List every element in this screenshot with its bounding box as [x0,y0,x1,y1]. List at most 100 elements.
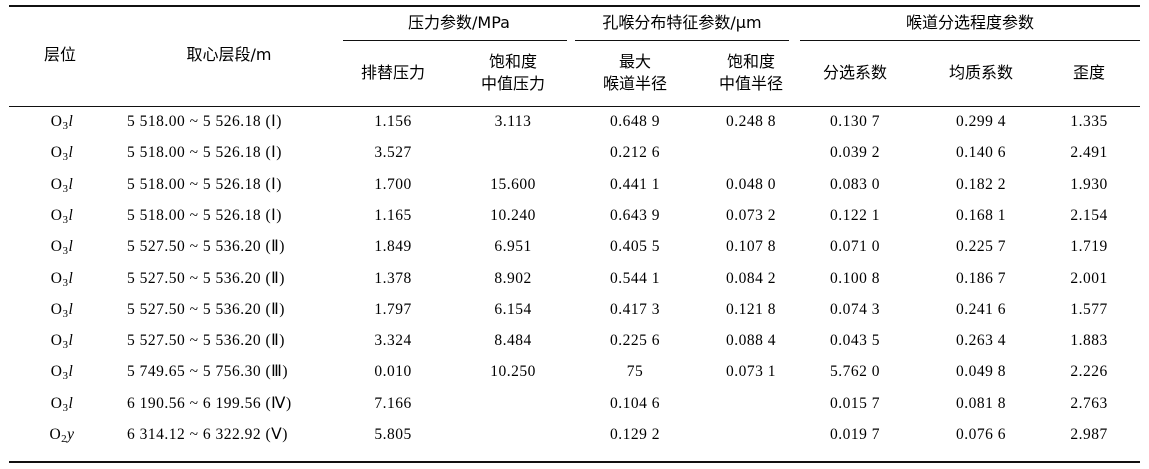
table-row: O3l 5 518.00 ~ 5 526.18 (Ⅰ) 1.700 15.600 0.4… [9,170,1140,199]
max-throat-radius-cell: 0.225 6 [610,332,660,350]
layer-cell: O3l [29,170,95,199]
homogeneity-coefficient-cell: 0.049 8 [956,363,1006,381]
header-max-throat-line1: 最大 [618,52,651,71]
layer-subscript: 3 [62,307,69,320]
depth-interval-cell: 5 749.65 ~ 5 756.30 (Ⅲ) [127,363,289,381]
layer-base: O [50,113,63,130]
max-throat-radius-cell: 0.643 9 [610,206,660,224]
depth-interval-cell: 5 518.00 ~ 5 526.18 (Ⅰ) [127,175,282,193]
homogeneity-coefficient-cell: 0.186 7 [956,269,1006,287]
header-group-pressure: 压力参数/MPa [408,13,510,32]
header-homogeneity-coefficient: 均质系数 [948,63,1013,82]
depth-interval-cell: 5 527.50 ~ 5 536.20 (Ⅱ) [127,332,285,350]
layer-suffix: l [68,206,74,224]
sat-median-pressure-cell: 6.154 [494,300,532,318]
depth-interval-cell: 5 518.00 ~ 5 526.18 (Ⅰ) [127,206,282,224]
depth-interval-cell: 6 314.12 ~ 6 322.92 (Ⅴ) [127,426,288,443]
layer-cell: O3l [29,295,95,324]
header-bottom-rule [9,106,1140,107]
depth-interval-cell: 5 518.00 ~ 5 526.18 (Ⅰ) [127,113,282,130]
sat-median-pressure-cell [453,138,573,167]
layer-subscript: 3 [62,151,69,164]
layer-suffix: l [68,363,74,381]
layer-cell: O3l [29,138,95,167]
max-throat-radius-cell: 75 [626,363,644,381]
homogeneity-coefficient-cell: 0.076 6 [956,426,1006,443]
layer-cell: O3l [29,389,95,418]
table-row: O3l 5 527.50 ~ 5 536.20 (Ⅱ) 1.849 6.951 0.40… [9,232,1140,261]
sat-median-pressure-cell [453,420,573,449]
layer-suffix: l [68,394,74,412]
header-depth: 取心层段/m [186,45,272,64]
sat-median-pressure-cell: 8.484 [494,332,532,350]
sat-median-radius-cell: 0.084 2 [726,269,776,287]
layer-subscript: 3 [62,370,69,383]
sorting-coefficient-cell: 0.074 3 [830,300,880,318]
layer-subscript: 2 [61,433,68,445]
layer-base: O [50,144,63,162]
layer-suffix: l [68,113,74,130]
displacement-pressure-cell: 1.156 [374,113,412,130]
sat-median-radius-cell [697,389,805,418]
header-displacement-pressure: 排替压力 [360,63,425,82]
layer-base: O [50,300,63,318]
layer-suffix: l [68,144,74,162]
layer-subscript: 3 [62,182,69,195]
sat-median-pressure-cell: 15.600 [490,175,536,193]
sat-median-pressure-cell: 8.902 [494,269,532,287]
max-throat-radius-cell: 0.417 3 [610,300,660,318]
layer-subscript: 3 [62,276,69,289]
layer-base: O [50,175,63,193]
layer-subscript: 3 [62,401,69,414]
layer-subscript: 3 [62,245,69,258]
depth-interval-cell: 5 527.50 ~ 5 536.20 (Ⅱ) [127,300,285,318]
displacement-pressure-cell: 3.324 [374,332,412,350]
skewness-cell: 1.883 [1070,332,1108,350]
displacement-pressure-cell: 1.797 [374,300,412,318]
table-row: O3l 6 190.56 ~ 6 199.56 (Ⅳ) 7.166 0.104 6 0.… [9,389,1140,418]
sorting-coefficient-cell: 0.019 7 [830,426,880,443]
header-sat-median-pressure-line1: 饱和度 [488,52,537,71]
homogeneity-coefficient-cell: 0.241 6 [956,300,1006,318]
sat-median-radius-cell: 0.121 8 [726,300,776,318]
homogeneity-coefficient-cell: 0.263 4 [956,332,1006,350]
skewness-cell: 2.154 [1070,206,1108,224]
sat-median-radius-cell: 0.107 8 [726,238,776,256]
skewness-cell: 1.577 [1070,300,1108,318]
depth-interval-cell: 5 527.50 ~ 5 536.20 (Ⅱ) [127,269,285,287]
sorting-coefficient-cell: 0.015 7 [830,394,880,412]
depth-interval-cell: 5 527.50 ~ 5 536.20 (Ⅱ) [127,238,285,256]
sat-median-radius-cell: 0.073 1 [726,363,776,381]
sat-median-pressure-cell: 10.250 [490,363,536,381]
layer-cell: O3l [29,107,95,136]
displacement-pressure-cell: 7.166 [374,394,412,412]
max-throat-radius-cell: 0.544 1 [610,269,660,287]
table-row: O3l 5 527.50 ~ 5 536.20 (Ⅱ) 1.797 6.154 0.41… [9,295,1140,324]
table-row: O3l 5 527.50 ~ 5 536.20 (Ⅱ) 1.378 8.902 0.54… [9,264,1140,293]
pressure-group-rule [343,40,567,41]
layer-base: O [49,426,62,443]
layer-suffix: l [68,175,74,193]
table-row: O3l 5 749.65 ~ 5 756.30 (Ⅲ) 0.010 10.250 75 0… [9,357,1140,386]
header-sorting-coefficient: 分选系数 [822,63,887,82]
layer-suffix: l [68,269,74,287]
max-throat-radius-cell: 0.648 9 [610,113,660,130]
skewness-cell: 1.930 [1070,175,1108,193]
header-layer: 层位 [43,45,76,64]
layer-base: O [50,269,63,287]
sat-median-pressure-cell [453,389,573,418]
skewness-cell: 2.226 [1070,363,1108,381]
displacement-pressure-cell: 1.378 [374,269,412,287]
header-max-throat-radius: 最大 喉道半径 [575,51,695,95]
header-group-throat: 孔喉分布特征参数/μm [602,13,762,32]
header-sat-median-radius-line2: 中值半径 [718,74,783,93]
layer-cell: O3l [29,264,95,293]
sat-median-radius-cell [697,138,805,167]
layer-cell: O3l [29,201,95,230]
depth-interval-cell: 5 518.00 ~ 5 526.18 (Ⅰ) [127,144,282,162]
displacement-pressure-cell: 5.805 [374,426,412,443]
homogeneity-coefficient-cell: 0.299 4 [956,113,1006,130]
sat-median-pressure-cell: 10.240 [490,206,536,224]
skewness-cell: 1.335 [1070,113,1108,130]
layer-suffix: l [68,332,74,350]
